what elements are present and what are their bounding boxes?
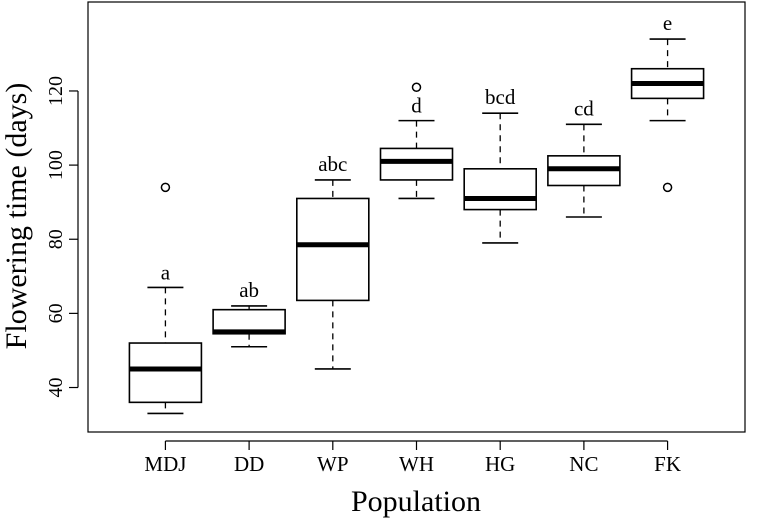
x-tick-label: MDJ (144, 452, 186, 476)
iqr-box (379, 147, 454, 181)
outlier-point (662, 182, 673, 193)
outlier-point (411, 82, 422, 93)
significance-letter: abc (318, 152, 347, 176)
y-tick-label: 100 (45, 150, 67, 180)
box-dd: ab (212, 278, 286, 348)
plot-frame (87, 1, 746, 433)
significance-letter: cd (574, 96, 594, 120)
y-axis-label: Flowering time (days) (0, 83, 33, 350)
boxes-layer: a ab abc d bcd cd e (128, 11, 705, 415)
box-mdj: a (128, 182, 203, 415)
x-tick-label: FK (654, 452, 681, 476)
iqr-box (463, 168, 537, 211)
x-tick-label: WP (317, 452, 349, 476)
significance-letter: d (411, 94, 422, 118)
iqr-box (296, 197, 370, 302)
x-tick-label: NC (569, 452, 598, 476)
significance-letter: a (161, 260, 171, 284)
outlier-point (160, 182, 171, 193)
y-tick-label: 60 (45, 303, 67, 323)
significance-letter: e (663, 11, 672, 35)
x-tick-label: HG (485, 452, 515, 476)
iqr-box (128, 342, 203, 404)
box-nc: cd (547, 96, 621, 218)
box-wh: d (379, 82, 454, 200)
x-tick-label: DD (234, 452, 264, 476)
significance-letter: bcd (485, 85, 516, 109)
x-axis: MDJ DD WP WH HG NC FK (144, 440, 681, 476)
box-hg: bcd (463, 85, 537, 244)
y-tick-label: 120 (45, 76, 67, 106)
y-tick-label: 40 (45, 378, 67, 398)
y-axis: 40 60 80 100 120 (45, 76, 79, 398)
box-wp: abc (296, 152, 370, 370)
significance-letter: ab (239, 278, 259, 302)
x-tick-label: WH (399, 452, 434, 476)
x-axis-label: Population (351, 485, 481, 518)
y-tick-label: 80 (45, 229, 67, 249)
box-fk: e (630, 11, 705, 193)
